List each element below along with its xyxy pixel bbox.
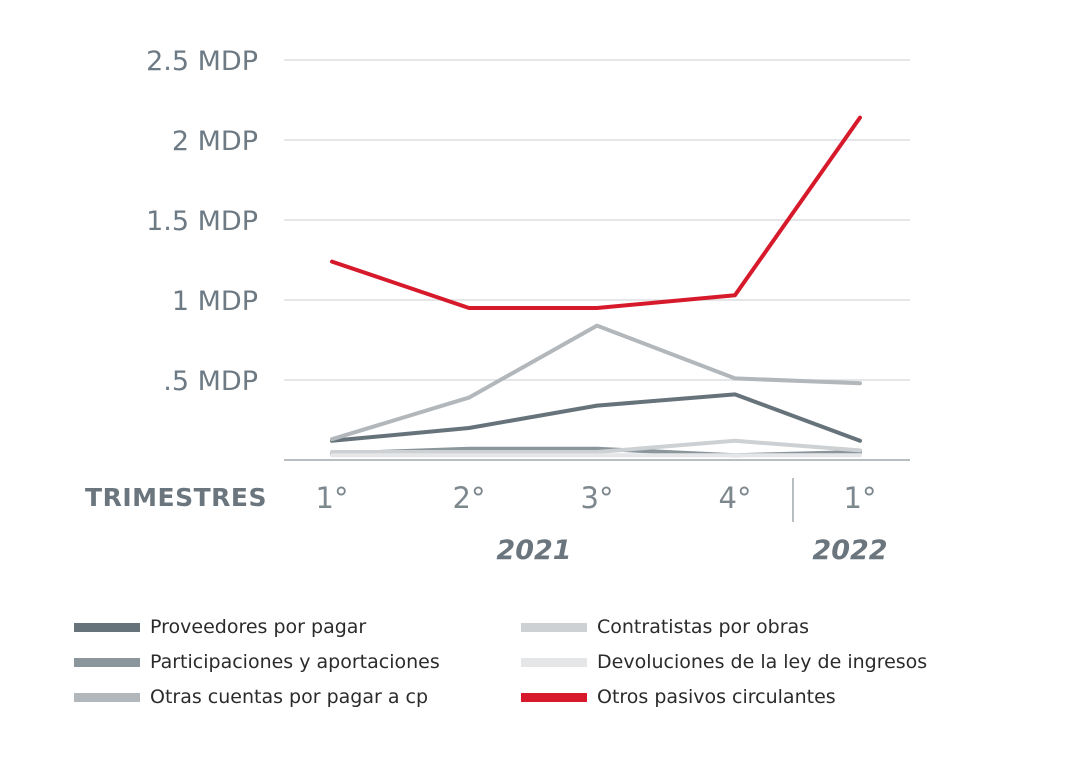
- x-tick-label: 2°: [453, 481, 486, 515]
- legend-item: Devoluciones de la ley de ingresos: [521, 647, 927, 677]
- legend-swatch: [521, 657, 587, 667]
- legend-label: Otras cuentas por pagar a cp: [150, 686, 429, 708]
- line-chart: .5 MDP 1 MDP 1.5 MDP 2 MDP 2.5 MDP TRIMESTRE…: [85, 46, 910, 566]
- legend-label: Otros pasivos circulantes: [597, 686, 836, 708]
- series-line: [330, 392, 862, 443]
- legend-label: Participaciones y aportaciones: [150, 651, 440, 673]
- gridlines: [284, 59, 910, 461]
- legend-item: Otros pasivos circulantes: [521, 682, 836, 712]
- y-tick-label: 1.5 MDP: [146, 206, 258, 237]
- x-tick-label: 3°: [581, 481, 614, 515]
- x-tick-label: 4°: [719, 481, 752, 515]
- x-axis: TRIMESTRES 1° 2° 3° 4° 1° 2021 2022: [85, 478, 888, 566]
- legend-swatch: [521, 692, 587, 702]
- legend-swatch: [521, 622, 587, 632]
- legend-item: Proveedores por pagar: [74, 612, 366, 642]
- x-tick-label: 1°: [844, 481, 877, 515]
- year-label: 2022: [812, 535, 887, 566]
- legend-swatch: [74, 622, 140, 632]
- y-tick-label: .5 MDP: [163, 366, 258, 397]
- year-label: 2021: [496, 535, 571, 566]
- legend-label: Contratistas por obras: [597, 616, 810, 638]
- y-tick-label: 1 MDP: [172, 286, 258, 317]
- series-line: [330, 438, 862, 454]
- legend-label: Proveedores por pagar: [150, 616, 367, 638]
- series-line: [330, 323, 862, 442]
- legend-item: Participaciones y aportaciones: [74, 647, 440, 677]
- series-lines: [330, 115, 862, 458]
- x-axis-label: TRIMESTRES: [85, 483, 267, 512]
- y-axis-tick-labels: .5 MDP 1 MDP 1.5 MDP 2 MDP 2.5 MDP: [146, 46, 258, 397]
- series-line: [330, 115, 862, 310]
- legend-label: Devoluciones de la ley de ingresos: [597, 651, 928, 673]
- legend-item: Contratistas por obras: [521, 612, 809, 642]
- y-tick-label: 2 MDP: [172, 126, 258, 157]
- legend-swatch: [74, 657, 140, 667]
- legend-swatch: [74, 692, 140, 702]
- x-tick-label: 1°: [316, 481, 349, 515]
- legend-item: Otras cuentas por pagar a cp: [74, 682, 428, 712]
- y-tick-label: 2.5 MDP: [146, 46, 258, 77]
